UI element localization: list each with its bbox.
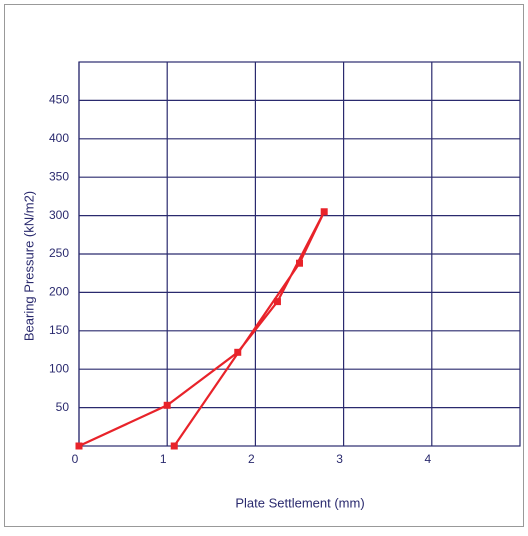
x-tick-label: 3	[336, 452, 343, 466]
x-axis-label: Plate Settlement (mm)	[235, 495, 364, 510]
y-tick-label: 450	[49, 93, 69, 107]
y-tick-label: 350	[49, 169, 69, 183]
y-tick-label: 150	[49, 323, 69, 337]
y-tick-label: 50	[56, 400, 70, 414]
y-tick-label: 250	[49, 246, 69, 260]
point-marker	[234, 348, 242, 356]
x-tick-label: 1	[160, 452, 167, 466]
y-tick-label: 200	[49, 285, 69, 299]
y-tick-label: 400	[49, 131, 69, 145]
point-marker	[273, 298, 281, 306]
point-marker	[320, 208, 328, 216]
y-tick-label: 300	[49, 208, 69, 222]
x-tick-label: 2	[248, 452, 255, 466]
y-tick-label: 100	[49, 361, 69, 375]
x-tick-label: 4	[424, 452, 431, 466]
point-marker	[170, 442, 178, 450]
y-axis-label: Bearing Pressure (kN/m2)	[21, 191, 36, 341]
x-tick-label: 0	[72, 452, 79, 466]
point-marker	[296, 259, 303, 267]
point-marker	[75, 442, 83, 450]
point-marker	[163, 401, 171, 409]
